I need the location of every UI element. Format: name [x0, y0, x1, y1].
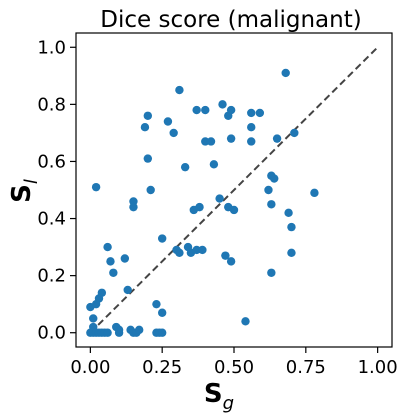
data-point [157, 328, 167, 337]
data-point [270, 174, 279, 183]
data-point [209, 160, 219, 169]
x-tick-label: 0.75 [286, 357, 326, 378]
data-point [221, 251, 230, 260]
plot-area: 0.00 0.25 0.50 0.75 1.00 0.0 0.2 0.4 0.6 0.8 1.0 [37, 32, 398, 378]
data-point [226, 134, 236, 143]
y-tick-label: 0.0 [37, 323, 66, 344]
x-axis-label: Sg [204, 379, 234, 414]
y-axis-label-main: S [7, 184, 37, 203]
data-point [284, 208, 293, 218]
data-point [114, 325, 124, 335]
data-point [281, 68, 290, 78]
data-point [89, 314, 98, 323]
data-point [218, 100, 227, 109]
data-point [247, 108, 256, 118]
data-point [175, 248, 184, 257]
data-point [267, 268, 276, 277]
data-point [180, 162, 190, 172]
data-point [135, 325, 144, 335]
y-tick-label: 0.2 [37, 266, 66, 287]
data-point [157, 234, 167, 243]
y-axis-label: Sl [7, 179, 42, 203]
y-tick-label: 0.8 [37, 94, 66, 115]
data-point [146, 185, 155, 195]
data-point [192, 245, 201, 255]
x-axis-label-subscript: g [223, 393, 234, 414]
data-point [91, 182, 101, 192]
data-point [264, 185, 273, 195]
data-point [143, 154, 153, 163]
x-axis-label-main: S [204, 379, 223, 409]
data-point [215, 194, 224, 203]
data-point [267, 200, 276, 209]
data-point [201, 137, 210, 146]
data-point [247, 137, 256, 146]
data-point [129, 202, 138, 212]
data-point [143, 111, 153, 120]
data-point [97, 288, 107, 297]
y-tick-label: 1.0 [37, 37, 66, 58]
chart-title: Dice score (malignant) [100, 7, 361, 33]
data-point [226, 257, 236, 266]
data-point [255, 108, 265, 118]
data-point [247, 123, 256, 132]
data-point [272, 134, 282, 143]
data-point [198, 245, 207, 255]
data-point [226, 105, 236, 115]
data-point [123, 285, 132, 295]
data-point [287, 222, 296, 232]
data-point [175, 85, 184, 95]
data-point [140, 123, 150, 132]
data-point [120, 254, 130, 263]
y-tick-label: 0.6 [37, 151, 66, 172]
x-tick-label: 1.00 [358, 357, 398, 378]
data-point [91, 299, 101, 309]
data-point [192, 105, 201, 115]
data-point [229, 205, 239, 215]
data-point [157, 308, 167, 317]
x-tick-label: 0.50 [214, 357, 254, 378]
data-point [169, 128, 178, 138]
data-point [206, 137, 216, 146]
data-point [290, 128, 299, 138]
y-axis-label-group: Sl [7, 179, 42, 203]
x-tick-label: 0.00 [70, 357, 110, 378]
data-point [109, 268, 118, 277]
identity-reference-line [89, 46, 379, 334]
data-point [241, 317, 250, 326]
y-axis-label-subscript: l [21, 179, 42, 184]
data-point [201, 105, 210, 115]
data-point [103, 242, 112, 252]
data-point [106, 257, 115, 266]
data-point [152, 299, 161, 309]
y-tick-label: 0.4 [37, 209, 66, 230]
data-point [163, 117, 173, 126]
x-tick-label: 0.25 [142, 357, 182, 378]
data-point [287, 248, 296, 257]
data-point [103, 328, 112, 337]
data-point [310, 188, 319, 198]
data-point [195, 202, 204, 212]
